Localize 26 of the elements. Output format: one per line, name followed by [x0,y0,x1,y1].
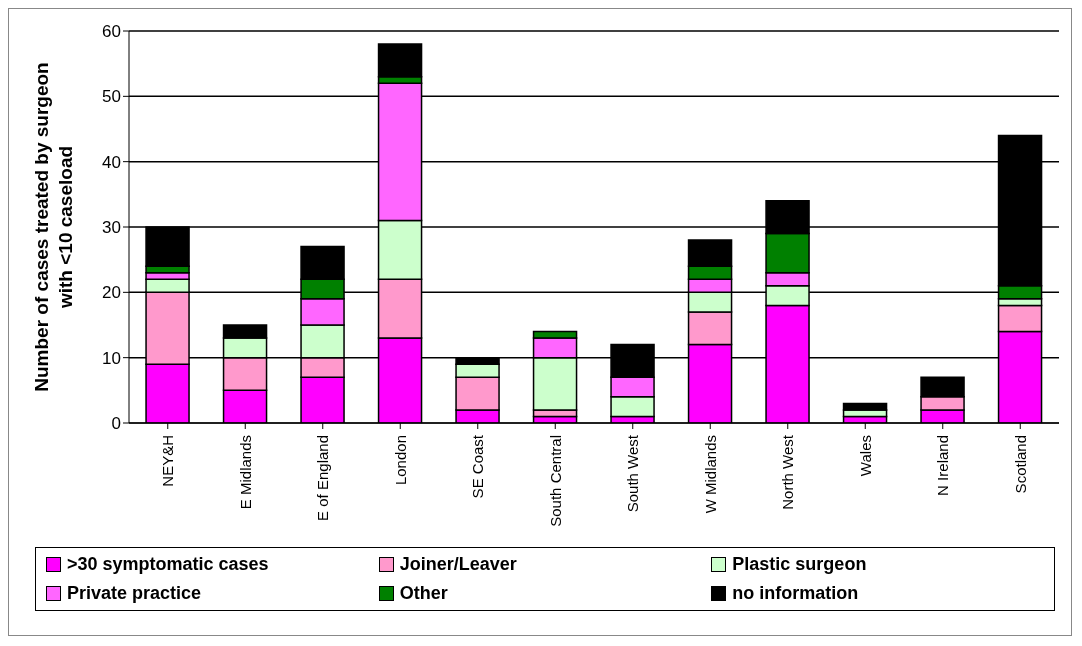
legend-label: >30 symptomatic cases [67,554,269,575]
y-tick-label: 0 [111,414,121,434]
x-tick-label: NEY&H [159,435,177,487]
x-tick-label: South West [624,434,642,513]
x-tick-label: E Midlands [236,435,254,510]
y-tick-label: 40 [102,152,121,172]
y-tick-label: 30 [102,218,121,238]
legend-label: Private practice [67,583,202,604]
x-tick-label: SE Coast [469,434,487,499]
x-tick-label: North West [779,434,797,510]
x-tick-label: South Central [546,435,564,527]
y-axis-title: Number of cases treated by surgeon with <10 caseload [31,62,76,392]
x-tick-label: Wales [856,435,874,477]
y-tick-label: 10 [102,348,121,368]
x-tick-label: Scotland [1011,435,1029,494]
legend-label: Plastic surgeon [732,554,867,575]
legend-label: Joiner/Leaver [399,554,517,575]
x-tick-label: W Midlands [701,435,719,514]
legend-label: no information [732,583,859,604]
y-tick-label: 20 [102,283,121,303]
x-tick-label: N Ireland [934,435,952,496]
x-tick-label: London [391,435,409,486]
legend-label: Other [399,583,448,604]
y-tick-label: 60 [102,22,121,42]
y-tick-label: 50 [102,87,121,107]
x-tick-label: E of England [314,435,332,521]
